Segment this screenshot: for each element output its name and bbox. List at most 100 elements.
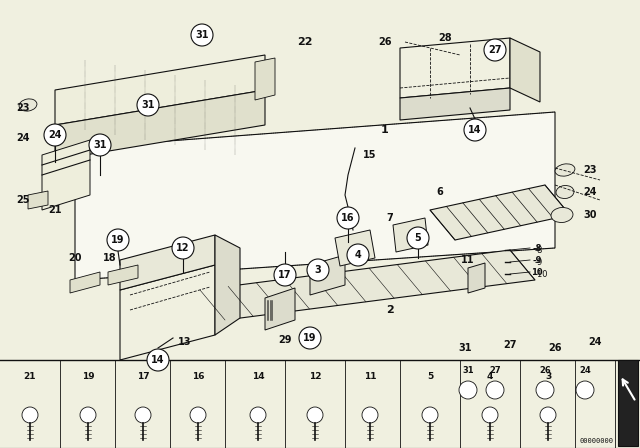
Text: -8: -8 bbox=[535, 246, 543, 254]
Circle shape bbox=[540, 407, 556, 423]
Ellipse shape bbox=[551, 207, 573, 223]
Polygon shape bbox=[400, 38, 510, 98]
Circle shape bbox=[459, 381, 477, 399]
Text: 5: 5 bbox=[415, 233, 421, 243]
Text: 18: 18 bbox=[103, 253, 117, 263]
Text: 21: 21 bbox=[24, 371, 36, 380]
Polygon shape bbox=[618, 360, 638, 446]
Text: -10: -10 bbox=[535, 270, 548, 279]
Circle shape bbox=[307, 407, 323, 423]
Polygon shape bbox=[70, 272, 100, 293]
Ellipse shape bbox=[556, 185, 574, 198]
Circle shape bbox=[362, 407, 378, 423]
Polygon shape bbox=[510, 38, 540, 102]
Polygon shape bbox=[120, 265, 215, 360]
Text: 4: 4 bbox=[355, 250, 362, 260]
Text: 31: 31 bbox=[458, 343, 472, 353]
Text: 29: 29 bbox=[278, 335, 292, 345]
Polygon shape bbox=[120, 235, 215, 290]
Text: 19: 19 bbox=[303, 333, 317, 343]
Text: 25: 25 bbox=[16, 195, 29, 205]
Circle shape bbox=[536, 381, 554, 399]
Text: 26: 26 bbox=[539, 366, 551, 375]
Polygon shape bbox=[215, 235, 240, 335]
Text: 22: 22 bbox=[297, 37, 313, 47]
Polygon shape bbox=[28, 191, 48, 209]
Text: -9: -9 bbox=[535, 258, 543, 267]
Text: 27: 27 bbox=[503, 340, 516, 350]
Circle shape bbox=[482, 407, 498, 423]
Polygon shape bbox=[42, 140, 90, 210]
Text: 16: 16 bbox=[192, 371, 204, 380]
Text: 11: 11 bbox=[461, 255, 475, 265]
Text: 21: 21 bbox=[48, 205, 61, 215]
Text: 00000000: 00000000 bbox=[580, 438, 614, 444]
Circle shape bbox=[191, 24, 213, 46]
Polygon shape bbox=[400, 88, 510, 120]
Ellipse shape bbox=[19, 99, 37, 111]
Polygon shape bbox=[310, 255, 345, 295]
Circle shape bbox=[274, 264, 296, 286]
Text: 24: 24 bbox=[579, 366, 591, 375]
Text: 3: 3 bbox=[315, 265, 321, 275]
Circle shape bbox=[464, 119, 486, 141]
Circle shape bbox=[80, 407, 96, 423]
Circle shape bbox=[486, 381, 504, 399]
Text: 31: 31 bbox=[195, 30, 209, 40]
Text: 4: 4 bbox=[487, 371, 493, 380]
Text: 17: 17 bbox=[137, 371, 149, 380]
Text: 23: 23 bbox=[583, 165, 596, 175]
Text: 16: 16 bbox=[341, 213, 355, 223]
Circle shape bbox=[135, 407, 151, 423]
Text: 19: 19 bbox=[111, 235, 125, 245]
Text: 14: 14 bbox=[468, 125, 482, 135]
Text: 10: 10 bbox=[531, 267, 543, 276]
Text: -8: -8 bbox=[532, 244, 541, 253]
Polygon shape bbox=[200, 250, 535, 320]
Polygon shape bbox=[393, 218, 428, 252]
Text: 24: 24 bbox=[588, 337, 602, 347]
Circle shape bbox=[190, 407, 206, 423]
Text: 15: 15 bbox=[364, 150, 377, 160]
Text: 31: 31 bbox=[141, 100, 155, 110]
Text: 17: 17 bbox=[278, 270, 292, 280]
Text: 26: 26 bbox=[378, 37, 392, 47]
Text: 14: 14 bbox=[252, 371, 264, 380]
Circle shape bbox=[484, 39, 506, 61]
Circle shape bbox=[307, 259, 329, 281]
Text: 12: 12 bbox=[308, 371, 321, 380]
Text: 7: 7 bbox=[387, 213, 394, 223]
Circle shape bbox=[422, 407, 438, 423]
Text: 23: 23 bbox=[16, 103, 29, 113]
Text: 27: 27 bbox=[489, 366, 501, 375]
Text: 27: 27 bbox=[488, 45, 502, 55]
Polygon shape bbox=[75, 112, 555, 280]
Text: -9: -9 bbox=[532, 255, 541, 264]
Text: 26: 26 bbox=[548, 343, 562, 353]
Circle shape bbox=[299, 327, 321, 349]
Text: 5: 5 bbox=[427, 371, 433, 380]
Text: 3: 3 bbox=[545, 371, 551, 380]
Circle shape bbox=[107, 229, 129, 251]
Text: 31: 31 bbox=[93, 140, 107, 150]
Text: 11: 11 bbox=[364, 371, 376, 380]
Text: 12: 12 bbox=[176, 243, 189, 253]
Circle shape bbox=[172, 237, 194, 259]
Circle shape bbox=[147, 349, 169, 371]
Text: 13: 13 bbox=[179, 337, 192, 347]
Circle shape bbox=[137, 94, 159, 116]
Polygon shape bbox=[255, 58, 275, 100]
Polygon shape bbox=[265, 288, 295, 330]
Polygon shape bbox=[55, 90, 265, 160]
Text: 20: 20 bbox=[68, 253, 82, 263]
Circle shape bbox=[407, 227, 429, 249]
Text: 24: 24 bbox=[16, 133, 29, 143]
Ellipse shape bbox=[555, 164, 575, 176]
Text: 30: 30 bbox=[583, 210, 596, 220]
Text: 24: 24 bbox=[583, 187, 596, 197]
Text: 19: 19 bbox=[82, 371, 94, 380]
Text: 2: 2 bbox=[386, 305, 394, 315]
Polygon shape bbox=[335, 230, 375, 266]
Polygon shape bbox=[430, 185, 570, 240]
Circle shape bbox=[250, 407, 266, 423]
